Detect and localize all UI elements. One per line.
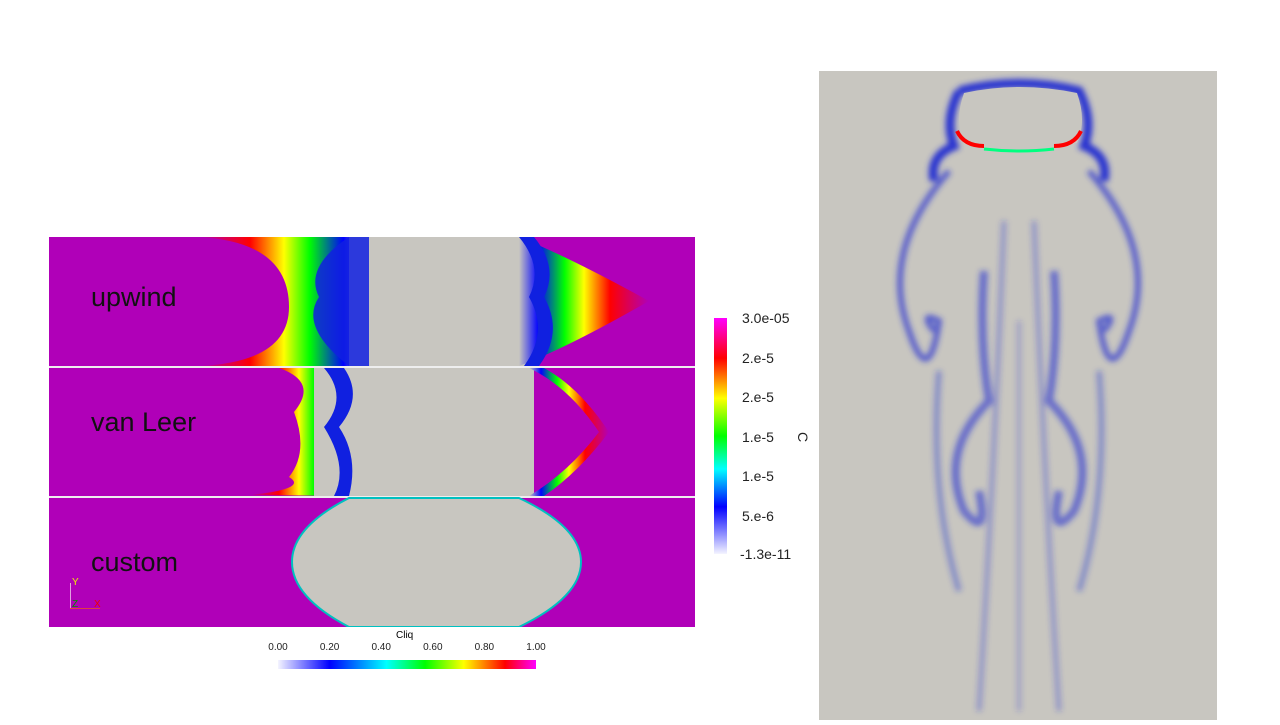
c-colorbar-gradient: [714, 318, 727, 554]
c-tick: 2.e-5: [742, 350, 774, 366]
strip-label-upwind: upwind: [91, 282, 177, 312]
c-colorbar-title: C: [795, 431, 812, 443]
left-simulation-panel: upwind van Leer custom Y Z X: [49, 237, 695, 628]
strip-van-leer-field: [49, 368, 695, 496]
c-colorbar: 3.0e-05 2.e-5 2.e-5 1.e-5 1.e-5 5.e-6 -1…: [714, 310, 814, 562]
cliq-tick: 0.00: [268, 642, 288, 653]
c-tick: 3.0e-05: [742, 310, 790, 326]
c-tick: 1.e-5: [742, 429, 774, 445]
strip-custom-field: [49, 497, 695, 628]
cliq-tick: 0.40: [371, 642, 391, 653]
cliq-colorbar-gradient: [278, 660, 536, 669]
c-tick: 1.e-5: [742, 468, 774, 484]
c-tick: 5.e-6: [742, 508, 774, 524]
cliq-tick: 0.60: [423, 642, 443, 653]
right-simulation-panel: [819, 71, 1217, 720]
axis-z-label: Z: [72, 599, 79, 610]
cliq-tick: 0.20: [319, 642, 340, 653]
strip-label-van-leer: van Leer: [91, 407, 197, 437]
c-tick: 2.e-5: [742, 389, 774, 405]
c-tick: -1.3e-11: [740, 546, 792, 562]
cliq-colorbar-title: Cliq: [396, 630, 414, 641]
cliq-colorbar: Cliq 0.00 0.20 0.40 0.60 0.80 1.00: [268, 630, 546, 670]
cliq-tick: 1.00: [526, 642, 546, 653]
axis-y-label: Y: [72, 577, 79, 588]
strip-upwind-field: [49, 237, 695, 366]
cliq-field: [49, 237, 695, 628]
axes-triad: Y Z X: [63, 577, 113, 617]
axis-x-label: X: [94, 599, 101, 610]
cliq-tick: 0.80: [474, 642, 495, 653]
c-field: [897, 79, 1141, 712]
strip-label-custom: custom: [91, 547, 179, 577]
